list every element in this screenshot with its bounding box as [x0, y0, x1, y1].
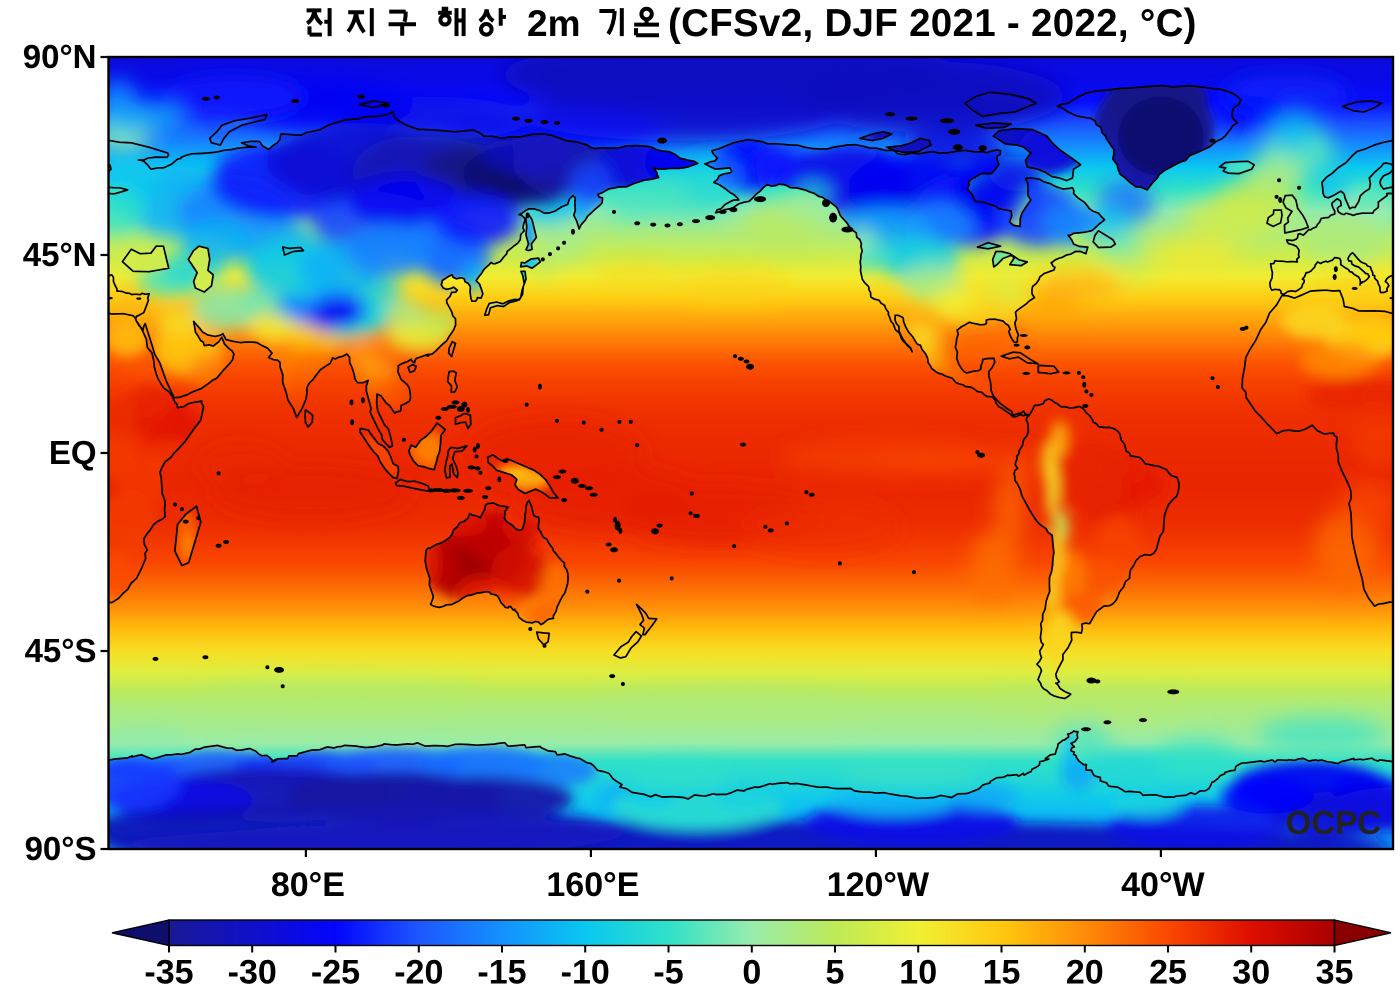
svg-text:-20: -20 [394, 954, 443, 992]
svg-text:35: 35 [1316, 954, 1354, 992]
svg-text:25: 25 [1149, 954, 1187, 992]
svg-text:10: 10 [899, 954, 937, 992]
svg-text:160°E: 160°E [546, 866, 639, 904]
svg-text:45°S: 45°S [25, 632, 97, 669]
svg-text:80°E: 80°E [271, 866, 345, 904]
svg-text:0: 0 [742, 954, 761, 992]
svg-text:EQ: EQ [49, 434, 97, 471]
svg-text:40°W: 40°W [1121, 866, 1205, 904]
svg-text:15: 15 [983, 954, 1021, 992]
svg-text:30: 30 [1232, 954, 1270, 992]
svg-text:120°W: 120°W [827, 866, 930, 904]
svg-text:90°N: 90°N [23, 38, 97, 75]
svg-text:-35: -35 [144, 954, 193, 992]
svg-text:-25: -25 [311, 954, 360, 992]
svg-text:20: 20 [1066, 954, 1104, 992]
svg-text:45°N: 45°N [23, 236, 97, 273]
svg-text:OCPC: OCPC [1286, 804, 1381, 841]
svg-text:-15: -15 [477, 954, 526, 992]
svg-text:-10: -10 [561, 954, 610, 992]
svg-text:-30: -30 [228, 954, 277, 992]
svg-text:-5: -5 [653, 954, 683, 992]
svg-text:90°S: 90°S [25, 830, 97, 867]
svg-text:5: 5 [826, 954, 845, 992]
svg-text:2m: 2m [527, 3, 580, 44]
svg-text:(CFSv2, DJF 2021 - 2022, °C): (CFSv2, DJF 2021 - 2022, °C) [668, 2, 1197, 45]
